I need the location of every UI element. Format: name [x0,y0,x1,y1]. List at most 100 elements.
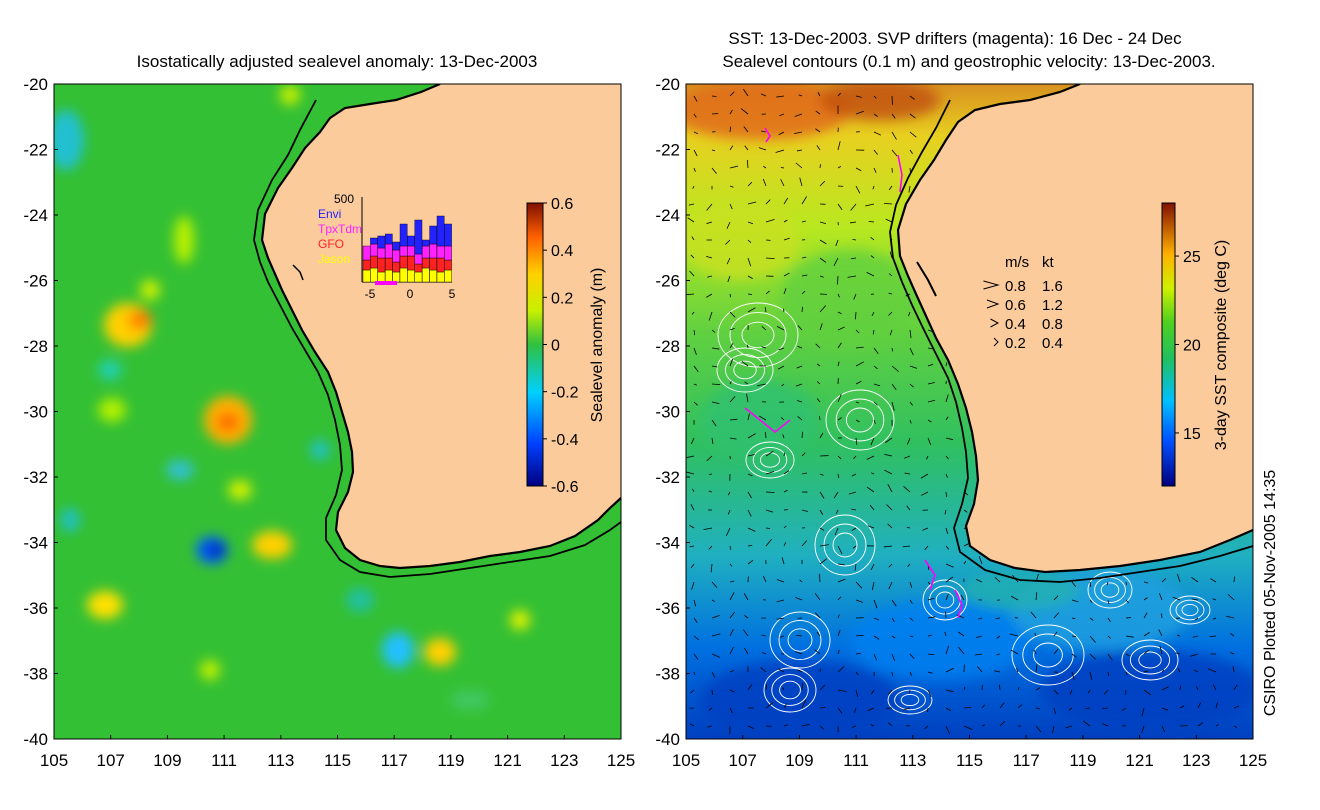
lat-tick-label: -30 [23,403,48,422]
velocity-arrow [855,437,858,445]
inset-bar-segment [444,259,452,271]
right-rottnest-island [916,261,937,297]
left-shelf-break [253,99,621,578]
velocity-arrow [747,509,752,517]
velocity-arrow [884,437,893,443]
inset-xtick-3: 5 [449,287,456,301]
velocity-arrow [815,343,821,349]
velocity-arrow [693,635,700,641]
velocity-arrow [945,394,949,403]
inset-bar-segment [436,271,445,283]
velocity-arrow [1141,707,1145,717]
velocity-arrow [779,635,785,638]
velocity-arrow [711,365,718,368]
velocity-arrow [1065,725,1073,729]
lon-tick-label: 125 [607,751,635,770]
velocity-arrow [758,147,767,151]
lat-tick-label: -24 [655,206,680,225]
lon-tick-label: 125 [1239,751,1267,770]
velocity-arrow [708,545,713,550]
velocity-arrow [1215,724,1219,727]
velocity-arrow [799,579,803,583]
inset-bar-segment [407,269,415,283]
velocity-arrow [1103,689,1109,695]
velocity-arrow [729,563,733,567]
velocity-arrow [999,721,1005,727]
velocity-arrow [741,360,749,367]
velocity-arrow [855,185,861,194]
velocity-arrow [759,415,767,421]
velocity-arrow [1015,668,1019,673]
velocity-arrow [891,401,895,411]
velocity-arrow [729,203,733,210]
velocity-arrow [693,617,698,623]
velocity-arrow [927,689,932,698]
velocity-arrow [782,434,785,439]
velocity-arrow [1107,635,1111,639]
inset-bar-segment [399,267,408,283]
velocity-arrow [726,257,731,265]
velocity-arrow [1071,653,1077,658]
anomaly-blob [216,412,240,432]
velocity-arrow [693,365,699,372]
lon-tick-label: 121 [493,751,521,770]
velocity-legend-arrow [986,299,1000,309]
velocity-arrow [909,113,916,119]
velocity-arrow [945,362,948,367]
sealevel-contour [1087,571,1133,609]
velocity-arrow [796,365,803,369]
sealevel-contour [716,347,774,393]
velocity-arrow [958,646,965,655]
velocity-arrow [837,629,841,637]
velocity-arrow [924,725,929,730]
velocity-arrow [873,365,878,370]
velocity-arrow [865,203,875,207]
inset-bar-segment [392,249,401,263]
left-panel-title: Isostatically adjusted sealevel anomaly:… [137,52,538,71]
velocity-arrow [1053,595,1059,601]
velocity-arrow [711,383,721,385]
velocity-legend-kt: 0.4 [1042,335,1063,352]
velocity-arrow [783,272,790,277]
velocity-arrow [760,93,767,97]
velocity-arrow [1089,599,1093,603]
velocity-arrow [869,504,875,511]
velocity-arrow [1053,689,1059,695]
velocity-arrow [1232,666,1235,673]
velocity-arrow [1107,599,1110,605]
velocity-arrow [902,545,911,548]
velocity-arrow [1121,707,1127,711]
velocity-legend-ms: 0.4 [1005,316,1026,333]
velocity-arrow [855,346,864,349]
velocity-arrow [1107,617,1111,623]
velocity-arrow [924,545,929,551]
velocity-arrow [729,437,737,440]
velocity-arrow [1230,633,1235,637]
velocity-arrow [711,581,718,589]
velocity-arrow [837,141,841,151]
velocity-arrow [711,653,720,658]
velocity-arrow [747,257,752,267]
velocity-arrow [847,275,857,278]
velocity-arrow [747,307,756,313]
velocity-arrow [909,581,913,588]
velocity-arrow [944,509,947,515]
velocity-arrow [747,725,755,729]
velocity-arrow [819,323,823,331]
sla-colorbar: 0.6 0.4 0.2 0 -0.2 -0.4 -0.6 Sealevel anomaly … [526,196,606,496]
lon-tick-label: 119 [1069,751,1096,770]
sst-colorbar-bar [1161,202,1176,487]
sealevel-contour [845,407,875,433]
velocity-arrow [873,113,878,117]
velocity-arrow [1207,668,1217,673]
velocity-arrow [855,361,865,367]
lat-tick-label: -28 [23,337,48,356]
velocity-arrow [819,473,824,476]
velocity-arrow [907,563,911,568]
velocity-arrow [945,545,950,550]
colorbar-tick-label: -0.4 [551,432,579,449]
velocity-arrow [891,653,896,662]
anomaly-blob [200,660,220,680]
